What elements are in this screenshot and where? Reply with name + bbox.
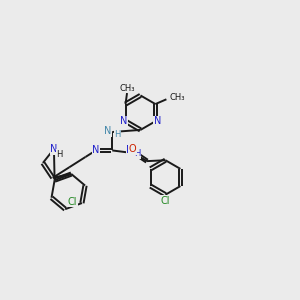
Text: CH₃: CH₃ [169, 93, 185, 102]
Text: N: N [104, 126, 112, 136]
Text: N: N [50, 144, 58, 154]
Text: N: N [154, 116, 161, 126]
Text: CH₃: CH₃ [119, 84, 135, 93]
Text: Cl: Cl [161, 196, 170, 206]
Text: H: H [114, 130, 121, 139]
Text: N: N [120, 116, 127, 126]
Text: Cl: Cl [68, 196, 77, 207]
Text: N: N [126, 146, 134, 155]
Text: H: H [56, 150, 62, 159]
Text: O: O [128, 144, 136, 154]
Text: H: H [134, 149, 141, 158]
Text: N: N [92, 146, 100, 155]
